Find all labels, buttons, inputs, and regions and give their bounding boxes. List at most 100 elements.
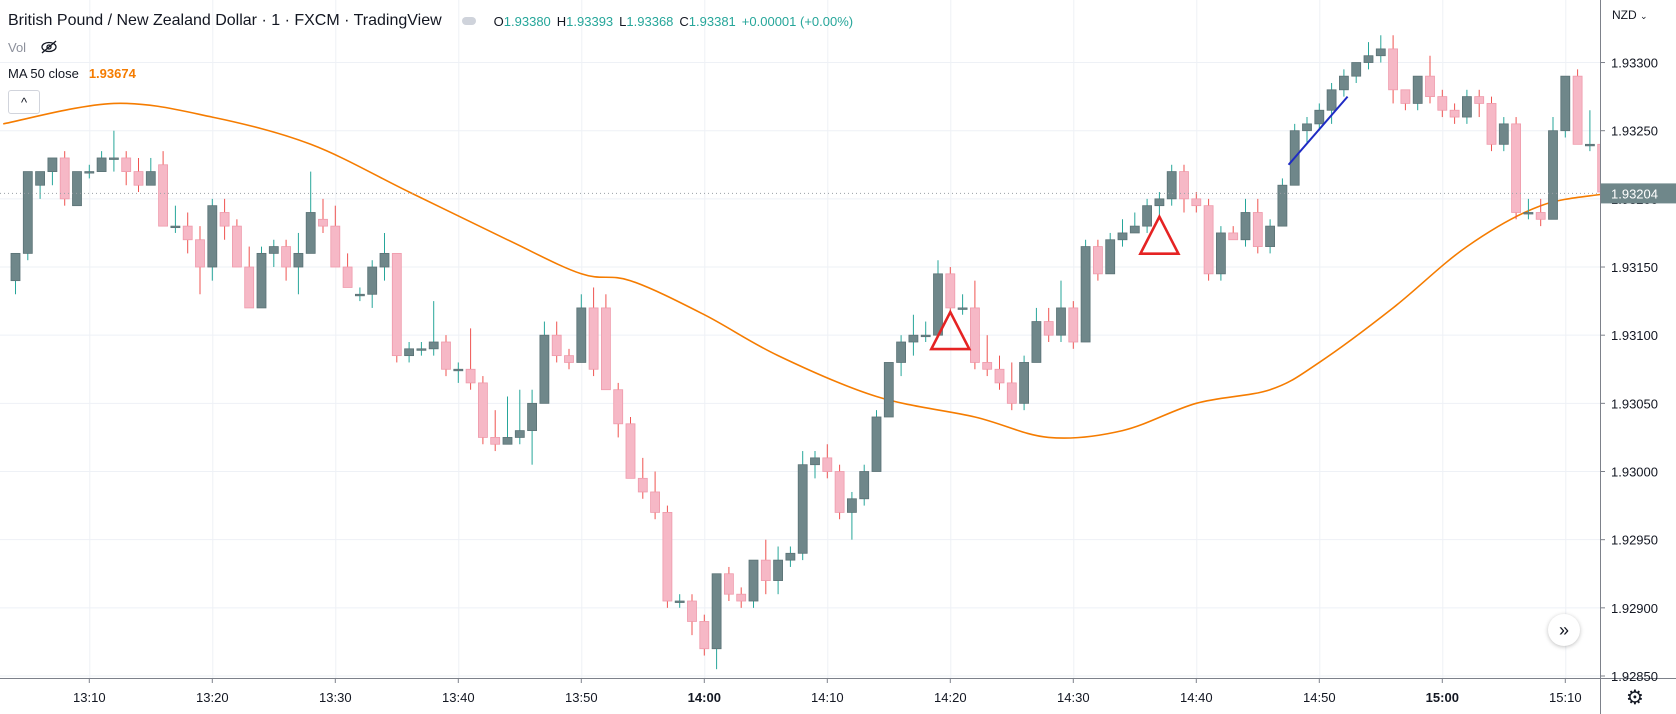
- candle-body: [1031, 321, 1042, 363]
- high-value: 1.93393: [566, 13, 614, 29]
- price-tick-label: 1.93250: [1611, 124, 1658, 139]
- candle: [637, 457, 648, 499]
- candle-body: [527, 402, 537, 432]
- candle-body: [1572, 75, 1583, 145]
- symbol-title[interactable]: British Pound / New Zealand Dollar · 1 ·…: [8, 12, 442, 29]
- candle: [84, 164, 95, 179]
- candle: [1400, 89, 1411, 111]
- candle: [1449, 103, 1460, 124]
- candle: [674, 594, 685, 608]
- ma-value: 1.93674: [88, 65, 136, 81]
- currency-label: NZD: [1612, 8, 1637, 22]
- candle-body: [1228, 232, 1239, 241]
- candle: [1425, 55, 1435, 104]
- candle-body: [970, 307, 980, 363]
- candle: [1548, 117, 1558, 220]
- current-price-label: 1.93204: [1611, 186, 1658, 201]
- candle-body: [822, 457, 833, 472]
- candle-body: [1093, 246, 1103, 275]
- volume-label[interactable]: Vol: [8, 39, 27, 55]
- candle: [1093, 239, 1103, 281]
- candle-body: [760, 559, 771, 581]
- candle: [330, 205, 341, 268]
- candle-body: [957, 307, 968, 310]
- ma-label[interactable]: MA 50 close: [8, 65, 79, 81]
- time-tick-label: 14:50: [1303, 690, 1336, 705]
- candle: [195, 226, 205, 295]
- gear-icon: ⚙: [1626, 686, 1644, 709]
- candle-body: [354, 293, 365, 297]
- time-tick-label: 14:00: [688, 690, 721, 705]
- candle-body: [10, 252, 21, 282]
- candle-body: [1511, 123, 1521, 213]
- candle-body: [379, 252, 390, 268]
- candle-body: [896, 341, 906, 363]
- candle: [834, 464, 845, 520]
- legend-ma-row: MA 50 close 1.93674: [8, 60, 853, 86]
- candle-body: [871, 416, 882, 472]
- collapse-legend-button[interactable]: ^: [8, 90, 40, 114]
- candle: [1006, 362, 1017, 411]
- candle: [354, 287, 365, 302]
- time-tick-label: 15:00: [1426, 690, 1459, 705]
- trend-line-drawing: [1287, 95, 1349, 166]
- candle: [1462, 89, 1472, 124]
- candle: [244, 246, 255, 309]
- candle-body: [1252, 212, 1263, 247]
- candle: [1277, 178, 1288, 227]
- candle: [650, 471, 660, 520]
- candle: [982, 335, 993, 377]
- candle-body: [674, 600, 685, 603]
- candle-body: [1240, 212, 1251, 241]
- hide-legend-icon[interactable]: [461, 17, 476, 25]
- candle: [10, 252, 21, 295]
- candle-body: [1400, 89, 1411, 104]
- candle: [268, 239, 279, 268]
- candle: [256, 246, 267, 309]
- candle: [109, 130, 119, 172]
- eye-crossed-icon[interactable]: [40, 40, 58, 54]
- candle-body: [1462, 96, 1472, 118]
- candle: [231, 219, 242, 268]
- candle-body: [502, 437, 513, 445]
- candle-body: [170, 225, 181, 229]
- candle-body: [883, 362, 894, 418]
- candle-body: [1548, 130, 1558, 220]
- candle: [539, 321, 550, 404]
- chart-settings-button[interactable]: ⚙: [1624, 686, 1646, 709]
- open-value: 1.93380: [503, 13, 551, 29]
- candle: [219, 198, 230, 240]
- candle-body: [35, 171, 45, 186]
- candle: [1412, 75, 1423, 111]
- candle: [1068, 301, 1079, 349]
- time-tick-label: 14:20: [934, 690, 967, 705]
- candle: [1437, 89, 1448, 118]
- candle-body: [1326, 89, 1337, 111]
- currency-selector[interactable]: NZD ⌄: [1612, 8, 1648, 22]
- candle: [1216, 226, 1226, 281]
- price-tick-label: 1.93000: [1611, 465, 1658, 480]
- candle: [170, 205, 181, 233]
- candle: [281, 239, 292, 281]
- candle-body: [453, 368, 464, 372]
- price-tick-label: 1.93150: [1611, 260, 1658, 275]
- candle: [416, 342, 427, 356]
- time-tick-label: 13:20: [196, 690, 229, 705]
- candle-body: [601, 307, 611, 391]
- candlestick-series: [10, 35, 1657, 670]
- candle-body: [1302, 123, 1312, 132]
- candle-body: [465, 368, 476, 384]
- candle-body: [613, 389, 624, 425]
- candle: [59, 151, 70, 206]
- candle-body: [1523, 212, 1534, 215]
- candle-body: [84, 171, 95, 174]
- drawing-annotations[interactable]: [929, 95, 1349, 351]
- scroll-to-realtime-button[interactable]: »: [1548, 614, 1580, 646]
- candle: [1228, 226, 1239, 241]
- candle-body: [1056, 307, 1066, 336]
- candle: [1129, 212, 1140, 234]
- candle-body: [1375, 48, 1386, 57]
- candle: [514, 389, 525, 445]
- candle: [1363, 42, 1374, 70]
